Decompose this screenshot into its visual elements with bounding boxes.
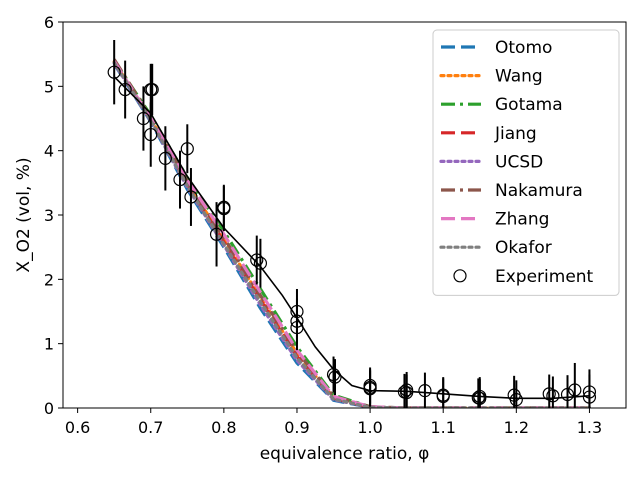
experiment-point	[560, 387, 575, 402]
x-tick-label: 1.1	[430, 418, 455, 437]
legend-label-ucsd: UCSD	[495, 152, 543, 172]
experiment-point	[363, 382, 377, 396]
series-line-zhang	[112, 60, 590, 408]
experiment-point	[509, 393, 523, 407]
series-line-okafor	[112, 60, 592, 408]
experiment-point	[290, 320, 304, 335]
x-tick-label: 0.9	[284, 418, 309, 437]
experiment-point	[173, 173, 187, 187]
experiment-point	[180, 142, 194, 156]
y-tick-label: 6	[44, 13, 54, 32]
experiment-point	[107, 65, 121, 79]
experiment-point	[546, 389, 560, 403]
experiment-point	[118, 82, 132, 97]
y-axis-label: X_O2 (vol, %)	[14, 157, 34, 272]
experiment-point	[418, 384, 432, 398]
clipped-plot	[107, 40, 597, 408]
legend-label-zhang: Zhang	[495, 210, 549, 230]
y-tick-label: 1	[44, 335, 54, 354]
plot-area	[107, 40, 597, 408]
legend-label-experiment: Experiment	[495, 267, 594, 287]
experiment-point	[326, 367, 341, 382]
experiment-point	[290, 314, 304, 328]
y-tick-label: 3	[44, 206, 54, 225]
legend-label-wang: Wang	[495, 67, 543, 87]
y-tick-label: 0	[44, 399, 54, 418]
experiment-point	[209, 227, 224, 241]
axes: 0.6 0.7 0.8 0.9 1.0 1.1 1.2 1.3 0 1 2 3 4 5 6 equivalen…	[14, 13, 627, 464]
experiment-point	[250, 253, 264, 267]
legend-label-jiang: Jiang	[494, 124, 537, 144]
y-tick-label: 4	[44, 142, 54, 161]
experiment-point	[184, 190, 198, 204]
x-tick-label: 0.6	[65, 418, 90, 437]
legend-label-okafor: Okafor	[495, 238, 552, 258]
experiment-point	[400, 385, 414, 400]
x-tick-label: 0.7	[138, 418, 163, 437]
experiment-point	[136, 111, 151, 126]
experiment-point	[145, 82, 159, 97]
experiment-point	[217, 201, 231, 216]
legend-label-nakamura: Nakamura	[495, 181, 583, 201]
x-tick-label: 1.2	[504, 418, 529, 437]
experiment-point	[568, 383, 582, 397]
x-axis-label: equivalence ratio, φ	[260, 444, 430, 464]
legend-box	[432, 29, 620, 296]
experiment-point	[253, 256, 268, 270]
y-tick-label: 5	[44, 77, 54, 96]
experiment-point	[158, 151, 172, 165]
experiment-point	[582, 390, 597, 404]
legend-swatch-experiment	[453, 269, 467, 283]
experiment-point	[328, 370, 342, 384]
x-tick-label: 1.0	[357, 418, 382, 437]
x-tick-label: 0.8	[211, 418, 236, 437]
experiment-point	[436, 388, 450, 402]
y-tick-label: 2	[44, 270, 54, 289]
experiment-point	[582, 385, 597, 399]
legend-label-gotama: Gotama	[495, 95, 563, 115]
experiment-point	[144, 127, 158, 142]
legend-label-otomo: Otomo	[495, 38, 552, 58]
experiment-point	[290, 304, 304, 319]
x-tick-label: 1.3	[577, 418, 602, 437]
experiment-point	[473, 391, 487, 405]
legend: Otomo Wang Gotama Jiang UCSD Nakamura Zhang Oka…	[432, 29, 620, 296]
